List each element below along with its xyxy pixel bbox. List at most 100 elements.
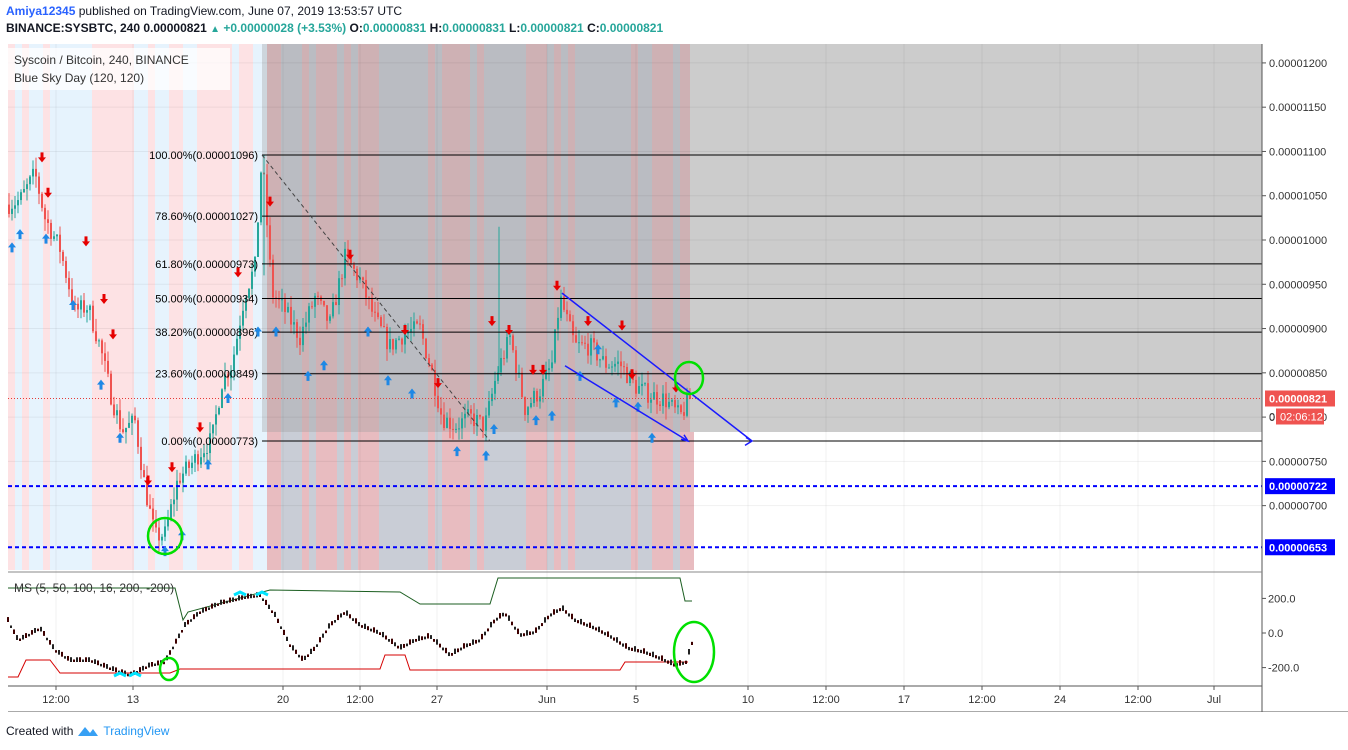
fib-level-label: 100.00%(0.00001096): [149, 150, 258, 162]
candle-body: [392, 339, 394, 350]
candle-body: [527, 407, 529, 415]
candle-body: [611, 366, 613, 368]
price-axis[interactable]: [1262, 44, 1348, 686]
low-label: L:: [509, 21, 521, 35]
buy-arrow-icon: [254, 326, 262, 337]
buy-arrow-icon: [634, 401, 642, 412]
sell-arrow-icon: [628, 369, 636, 380]
time-tick-label: 20: [277, 694, 289, 706]
candle-body: [416, 321, 418, 324]
background-band: [547, 44, 554, 570]
candle-body: [581, 342, 583, 344]
tradingview-brand-link[interactable]: TradingView: [103, 724, 170, 738]
candle-body: [251, 271, 253, 289]
candle-body: [281, 299, 283, 301]
sell-arrow-icon: [82, 236, 90, 247]
created-with-text: Created with: [6, 724, 74, 738]
background-band: [449, 44, 456, 570]
chart-title: Syscoin / Bitcoin, 240, BINANCE: [14, 53, 189, 67]
countdown-label: 02:06:12: [1280, 411, 1323, 423]
candle-body: [503, 357, 505, 359]
candle-body: [317, 295, 319, 297]
arrowhead-icon: [680, 434, 690, 443]
candle-body: [302, 326, 304, 346]
candle-body: [473, 413, 475, 427]
up-triangle-icon: ▲: [210, 24, 221, 35]
background-band: [491, 44, 498, 570]
candle-body: [365, 279, 367, 298]
candle-body: [266, 174, 268, 226]
buy-arrow-icon: [304, 370, 312, 381]
last-price: 0.00000821: [143, 21, 207, 35]
candle-body: [155, 519, 157, 528]
candle-body: [398, 338, 400, 340]
background-band: [554, 44, 561, 570]
candle-body: [59, 234, 61, 252]
sell-arrow-icon: [346, 249, 354, 260]
candle-body: [422, 324, 424, 339]
candle-body: [536, 390, 538, 402]
candle-body: [185, 461, 187, 474]
buy-arrow-icon: [532, 415, 540, 426]
candle-body: [215, 414, 217, 425]
countdown-prefix: 0: [1269, 411, 1275, 423]
candle-body: [665, 393, 667, 408]
candle-body: [203, 453, 205, 458]
candle-body: [104, 353, 106, 361]
candle-body: [659, 404, 661, 406]
candle-body: [269, 225, 271, 260]
candle-body: [170, 504, 172, 519]
time-tick-label: Jul: [1207, 694, 1221, 706]
sell-arrow-icon: [109, 329, 117, 340]
sell-arrow-icon: [168, 462, 176, 473]
price-chart[interactable]: 100.00%(0.00001096) 78.60%(0.00001027) 61.…: [0, 0, 1348, 712]
background-band: [211, 44, 218, 570]
candle-body: [572, 321, 574, 336]
author-link[interactable]: Amiya12345: [6, 4, 76, 18]
candle-body: [617, 361, 619, 364]
candle-body: [38, 176, 40, 194]
candle-body: [17, 200, 19, 206]
background-band: [498, 44, 505, 570]
candle-body: [458, 428, 460, 430]
candle-body: [686, 394, 688, 416]
high-value: 0.00000831: [442, 21, 506, 35]
candle-body: [509, 335, 511, 338]
candle-body: [383, 326, 385, 328]
candle-body: [137, 420, 139, 447]
background-band: [526, 44, 533, 570]
candle-body: [35, 168, 37, 177]
candle-body: [506, 337, 508, 359]
ms-pane[interactable]: [8, 574, 1262, 686]
candle-body: [62, 251, 64, 261]
candle-body: [380, 317, 382, 327]
price-tick-label: 0.00000850: [1269, 368, 1327, 380]
candle-body: [119, 410, 121, 430]
open-value: 0.00000831: [362, 21, 427, 35]
candle-body: [386, 326, 388, 350]
candle-body: [341, 278, 343, 280]
candle-body: [242, 310, 244, 326]
sell-arrow-icon: [100, 293, 108, 304]
candle-body: [464, 413, 466, 419]
time-tick-label: 10: [742, 694, 754, 706]
candle-body: [26, 184, 28, 190]
current-price-label: 0.00000821: [1269, 393, 1327, 405]
candle-body: [455, 428, 457, 430]
price-tick-label: 0.00000950: [1269, 279, 1327, 291]
buy-arrow-icon: [224, 392, 232, 403]
candle-body: [353, 264, 355, 269]
highlight-circle: [146, 516, 184, 556]
background-band: [386, 44, 393, 570]
background-band: [92, 44, 99, 570]
buy-arrow-icon: [116, 432, 124, 443]
candle-body: [176, 480, 178, 500]
background-band: [183, 44, 190, 570]
background-band: [120, 44, 127, 570]
background-band: [113, 44, 120, 570]
buy-arrow-icon: [648, 432, 656, 443]
buy-arrow-icon: [612, 397, 620, 408]
background-band: [197, 44, 204, 570]
candle-body: [350, 256, 352, 265]
candle-body: [446, 417, 448, 428]
